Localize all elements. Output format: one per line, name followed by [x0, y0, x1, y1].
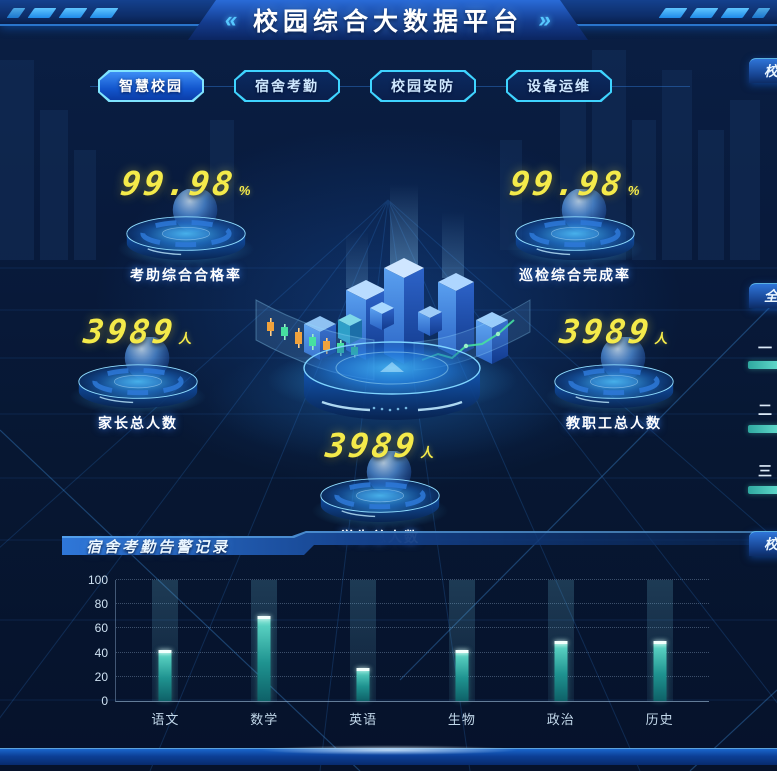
kpi-unit: 人: [654, 331, 670, 346]
kpi-platform-graphic: [545, 337, 683, 415]
x-axis-category-label: 英语: [349, 712, 378, 727]
x-axis-category-label: 生物: [447, 712, 476, 727]
tab-bar: 智慧校园 宿舍考勤 校园安防 设备运维: [98, 70, 612, 102]
y-axis-tick-label: 0: [101, 694, 108, 708]
page-title: 校园综合大数据平台: [252, 8, 523, 36]
bar: [158, 650, 172, 701]
bar-cap: [554, 640, 568, 644]
rank-progress-bar: [748, 361, 777, 369]
gridline: [116, 651, 709, 653]
right-panel-rank-row: 三: [758, 463, 772, 479]
bar: [356, 668, 370, 701]
chevron-left-icon: «: [222, 7, 240, 32]
header-left-decoration: [6, 8, 119, 18]
x-axis-category-label: 政治: [546, 712, 575, 727]
kpi-parents-total: 3989 人 家长总人数: [38, 312, 238, 433]
tab-campus-security[interactable]: 校园安防: [370, 70, 476, 102]
alarm-panel-title: 宿舍考勤告警记录: [86, 539, 231, 556]
x-axis-category-label: 历史: [645, 712, 674, 727]
right-panel-middle-header: 全: [749, 283, 777, 308]
kpi-value: 99.98: [118, 164, 239, 203]
dorm-alarm-bar-chart: 0 20 40 60 80 100 语文 数学 英语 生物 政治 历史: [70, 572, 715, 730]
right-panel-rank-row: 一: [758, 340, 772, 356]
rank-progress-bar: [748, 486, 777, 494]
bar-cap: [158, 650, 172, 654]
tab-dorm-attendance[interactable]: 宿舍考勤: [234, 70, 340, 102]
kpi-staff-total: 3989 人 教职工总人数: [514, 312, 714, 433]
right-panel-top-header: 校: [749, 58, 777, 83]
kpi-platform-graphic: [311, 451, 449, 529]
bar: [554, 640, 568, 701]
gridline: [116, 603, 709, 605]
bar: [653, 640, 667, 701]
tab-label: 宿舍考勤: [255, 78, 319, 94]
kpi-platform-graphic: [117, 189, 255, 267]
y-axis-tick-label: 80: [94, 597, 108, 612]
kpi-value: 3989: [81, 312, 178, 351]
y-axis-tick-label: 60: [94, 621, 108, 636]
kpi-attendance-rate: 99.98% 考助综合合格率: [86, 164, 286, 285]
tab-label: 校园安防: [391, 78, 455, 94]
bottom-decoration-bar: [0, 745, 777, 765]
kpi-value: 99.98: [507, 164, 628, 203]
kpi-platform-graphic: [69, 337, 207, 415]
bar: [257, 616, 271, 701]
gridline: [116, 675, 709, 677]
y-axis-tick-label: 20: [94, 669, 108, 684]
right-panel-bottom-header: 校: [749, 531, 777, 556]
tab-label: 智慧校园: [119, 78, 183, 94]
kpi-label: 家长总人数: [98, 415, 178, 431]
city-3d-visualization: [255, 184, 531, 420]
bar: [455, 650, 469, 701]
kpi-value: 3989: [557, 312, 654, 351]
x-axis-category-label: 数学: [250, 712, 279, 727]
y-axis-tick-label: 100: [87, 573, 108, 587]
bar-cap: [455, 650, 469, 654]
kpi-value: 3989: [323, 426, 420, 465]
bar-cap: [257, 616, 271, 620]
bar-chart-plot: 0 20 40 60 80 100 语文 数学 英语 生物 政治 历史: [88, 573, 709, 727]
kpi-label: 教职工总人数: [566, 415, 662, 431]
bar-cap: [356, 668, 370, 672]
kpi-unit: 人: [420, 445, 436, 460]
kpi-label: 巡检综合完成率: [519, 267, 631, 283]
tab-equipment-ops[interactable]: 设备运维: [506, 70, 612, 102]
bar-cap: [653, 640, 667, 644]
y-axis-tick-label: 40: [94, 645, 108, 660]
tab-smart-campus[interactable]: 智慧校园: [98, 70, 204, 102]
kpi-unit: %: [627, 183, 642, 198]
x-axis-category-label: 语文: [151, 712, 180, 727]
panel-titlebar-shape: [62, 531, 757, 555]
rank-progress-bar: [748, 425, 777, 433]
kpi-patrol-rate: 99.98% 巡检综合完成率: [475, 164, 675, 285]
tab-label: 设备运维: [527, 78, 591, 94]
kpi-label: 考助综合合格率: [130, 267, 242, 283]
gridline: [116, 627, 709, 629]
kpi-unit: %: [238, 183, 253, 198]
right-panel-rank-row: 二: [758, 402, 772, 418]
header: « 校园综合大数据平台 »: [188, 0, 588, 40]
kpi-platform-graphic: [506, 189, 644, 267]
chevron-right-icon: »: [536, 7, 554, 32]
header-right-decoration: [658, 8, 771, 18]
gridline: [116, 579, 709, 580]
alarm-panel-header: 宿舍考勤告警记录: [62, 531, 757, 557]
kpi-unit: 人: [178, 331, 194, 346]
